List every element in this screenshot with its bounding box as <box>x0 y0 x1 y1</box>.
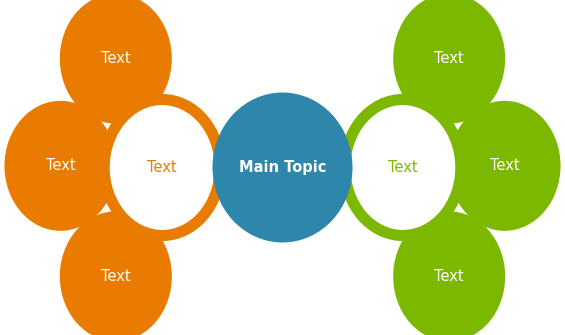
Ellipse shape <box>212 92 353 243</box>
Text: Text: Text <box>388 160 418 175</box>
Ellipse shape <box>393 0 505 124</box>
Ellipse shape <box>449 101 560 231</box>
Text: Main Topic: Main Topic <box>239 160 326 175</box>
Text: Text: Text <box>101 51 131 66</box>
Text: Text: Text <box>101 269 131 284</box>
Ellipse shape <box>5 101 116 231</box>
Text: Text: Text <box>434 269 464 284</box>
Ellipse shape <box>393 211 505 335</box>
Text: Text: Text <box>147 160 177 175</box>
Ellipse shape <box>60 211 172 335</box>
Text: Text: Text <box>490 158 519 173</box>
Ellipse shape <box>104 99 220 236</box>
Text: Text: Text <box>434 51 464 66</box>
Ellipse shape <box>345 99 461 236</box>
Ellipse shape <box>60 0 172 124</box>
Text: Text: Text <box>46 158 75 173</box>
